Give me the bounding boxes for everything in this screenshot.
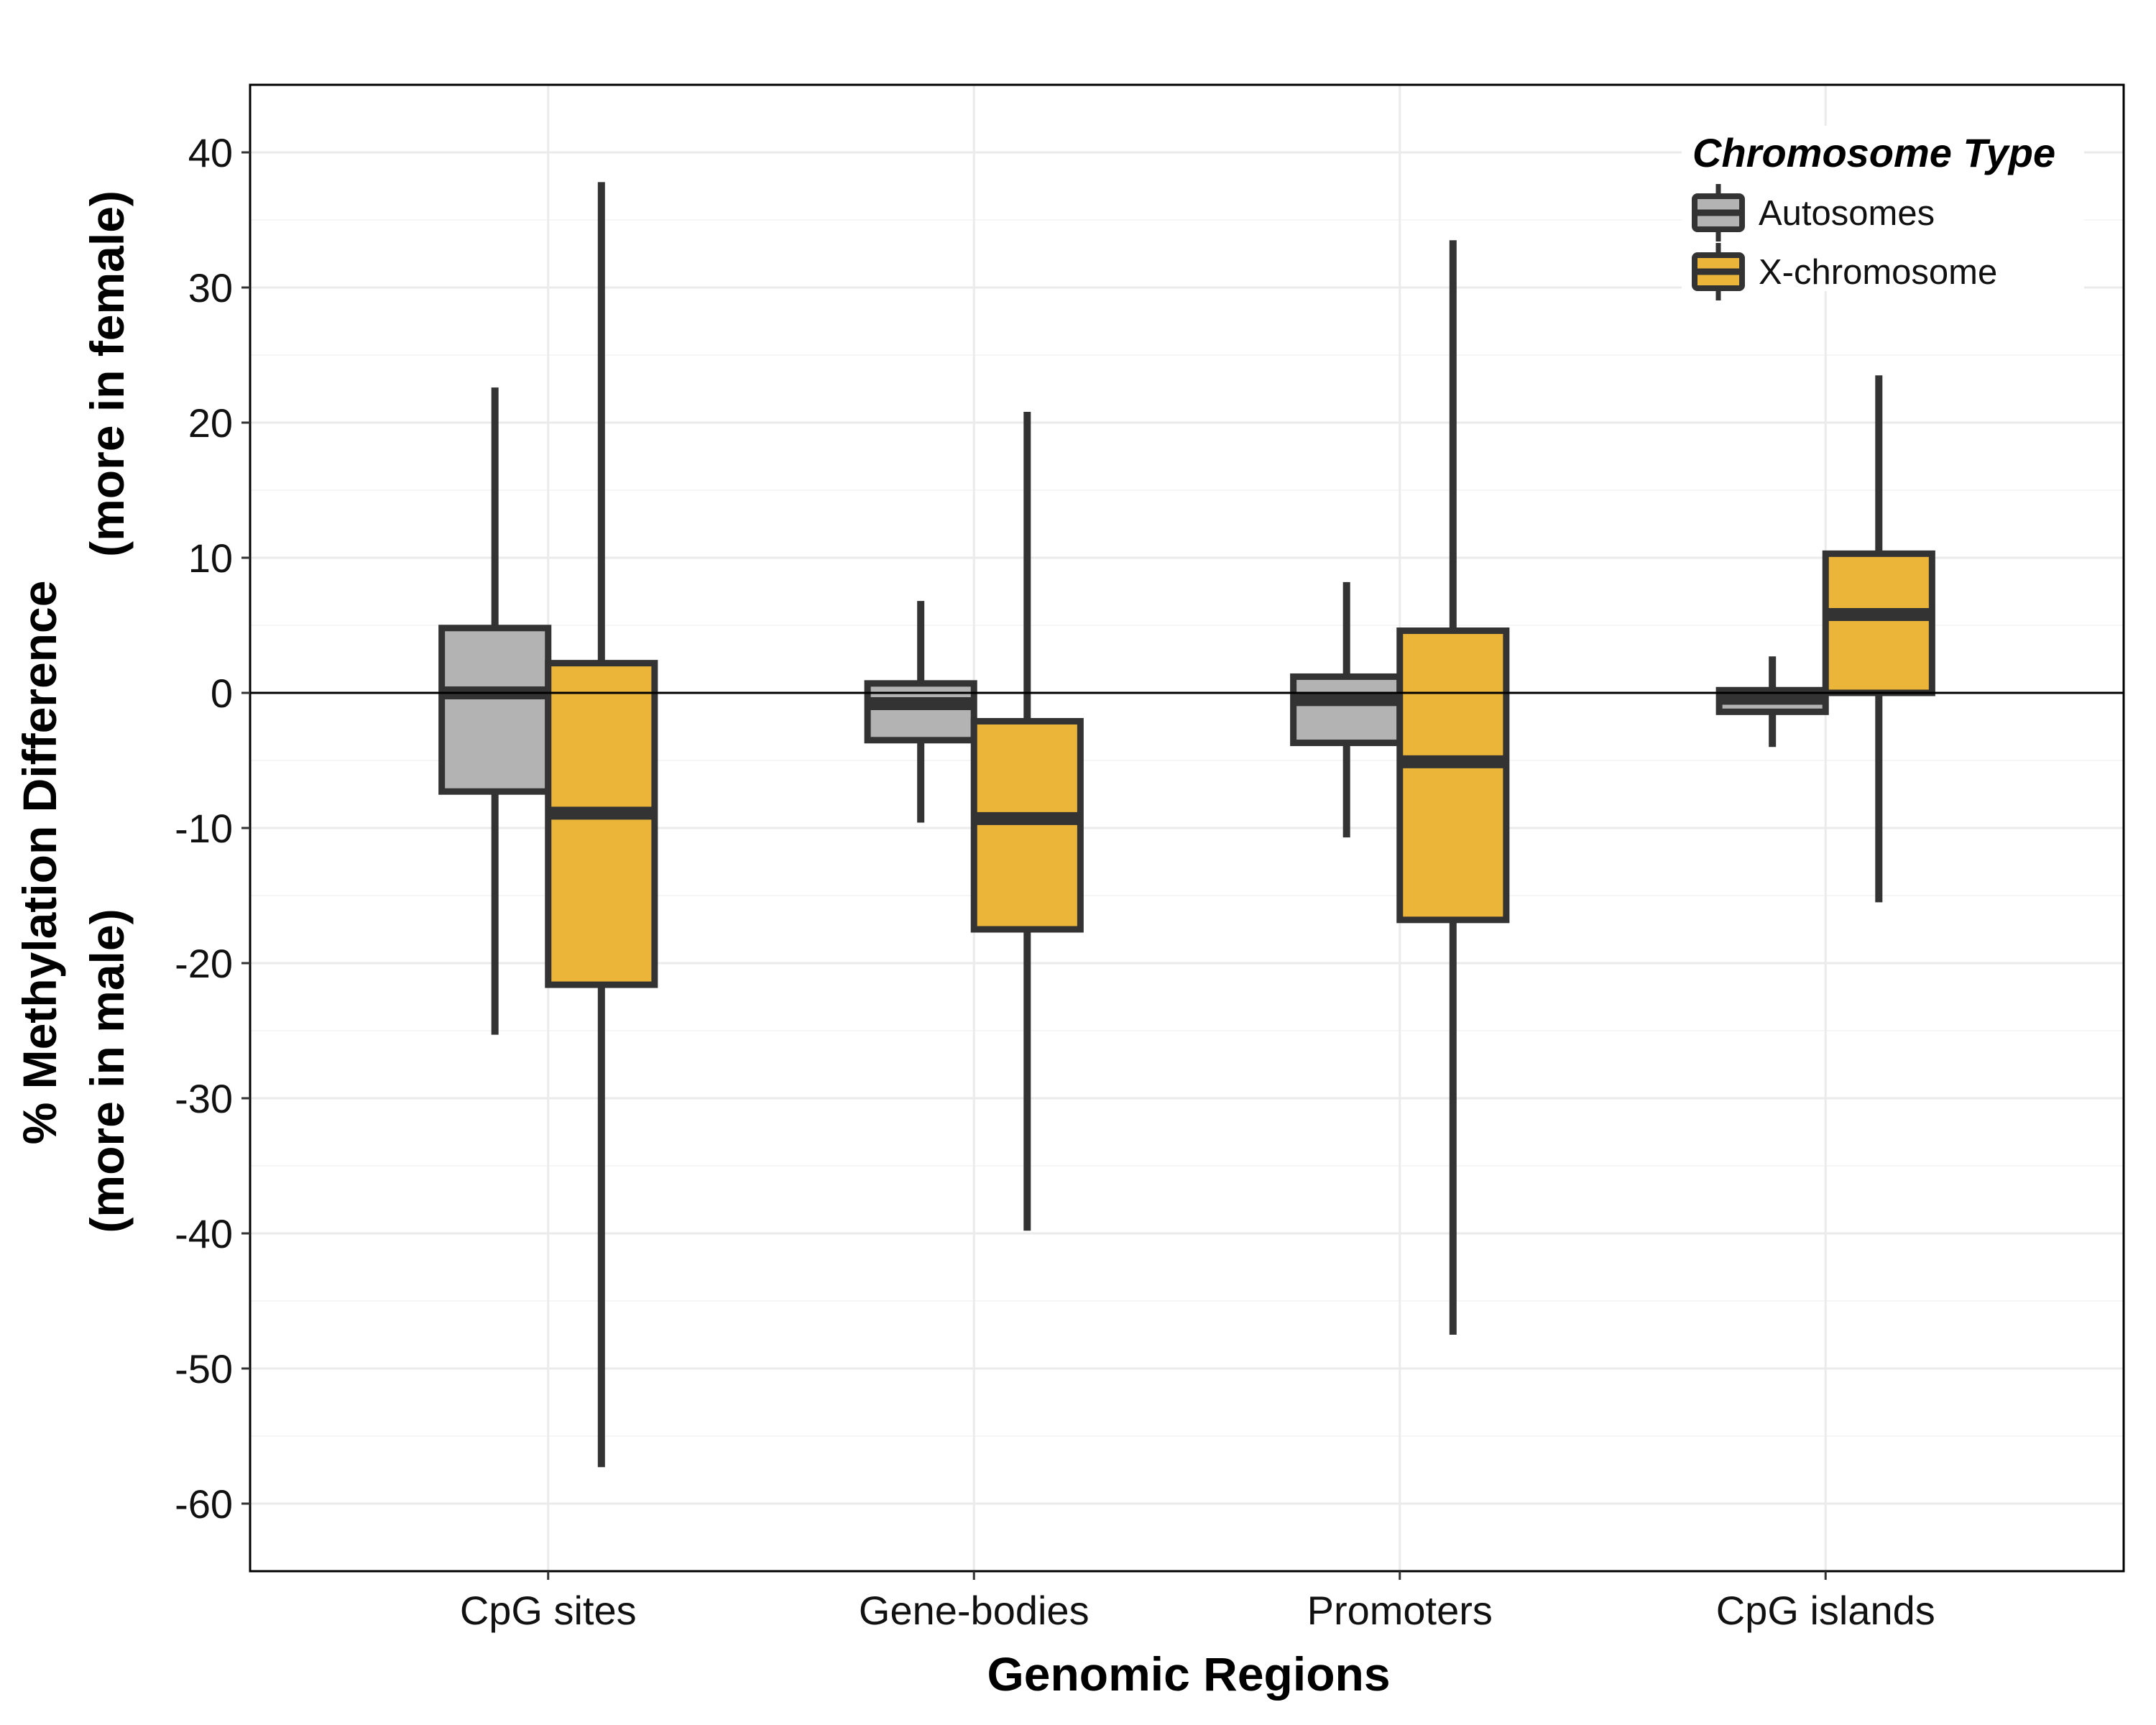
y-tick-label: 20 — [188, 400, 233, 446]
y-tick-label: 30 — [188, 265, 233, 310]
legend-background — [1682, 126, 2084, 291]
y-axis-subtitle-lower: (more in male) — [80, 908, 134, 1233]
box — [1822, 550, 1935, 696]
legend-title: Chromosome Type — [1692, 130, 2055, 175]
box — [970, 717, 1084, 933]
y-tick-label: 0 — [211, 671, 233, 716]
y-tick-label: -10 — [175, 806, 233, 851]
box-group — [545, 182, 658, 1468]
y-tick-label: -40 — [175, 1211, 233, 1256]
y-axis-ticks: 40 30 20 10 0 -10 -20 -30 -40 -50 -60 — [175, 130, 250, 1527]
plot-boxes — [438, 182, 1935, 1468]
y-tick-label: -50 — [175, 1346, 233, 1392]
y-tick-label: -30 — [175, 1076, 233, 1121]
x-axis-title: Genomic Regions — [987, 1647, 1390, 1701]
y-axis-title: % Methylation Difference — [13, 581, 66, 1145]
legend-label: Autosomes — [1759, 194, 1935, 233]
x-tick-label: Promoters — [1307, 1588, 1493, 1633]
y-axis-title-line-3: (more in male) — [80, 908, 134, 1233]
box — [545, 660, 658, 988]
legend-keys: Autosomes X-chromosome — [1692, 184, 1997, 300]
y-axis-title-line-1: % Methylation Difference — [13, 581, 66, 1145]
box-group — [1822, 375, 1935, 903]
box-group — [438, 387, 552, 1035]
y-axis-subtitle-upper: (more in female) — [80, 190, 134, 557]
box-group — [1715, 656, 1829, 748]
box — [438, 625, 552, 795]
y-tick-label: 10 — [188, 535, 233, 581]
x-tick-label: Gene-bodies — [859, 1588, 1089, 1633]
y-tick-label: 40 — [188, 130, 233, 175]
x-tick-label: CpG sites — [460, 1588, 637, 1633]
box-group — [864, 601, 977, 823]
y-tick-label: -20 — [175, 941, 233, 986]
y-axis-title-line-2: (more in female) — [80, 190, 134, 557]
box-group — [1396, 240, 1510, 1335]
x-axis-ticks: CpG sites Gene-bodies Promoters CpG islands — [460, 1571, 1935, 1633]
legend-label: X-chromosome — [1759, 253, 1997, 292]
box-group — [970, 411, 1084, 1231]
box — [1290, 673, 1404, 747]
y-tick-label: -60 — [175, 1481, 233, 1527]
legend: Chromosome Type Autosomes X-chromosome — [1682, 126, 2084, 300]
x-tick-label: CpG islands — [1716, 1588, 1935, 1633]
box-group — [1290, 581, 1404, 838]
box — [1396, 627, 1510, 924]
grid-lines — [250, 84, 2124, 1572]
